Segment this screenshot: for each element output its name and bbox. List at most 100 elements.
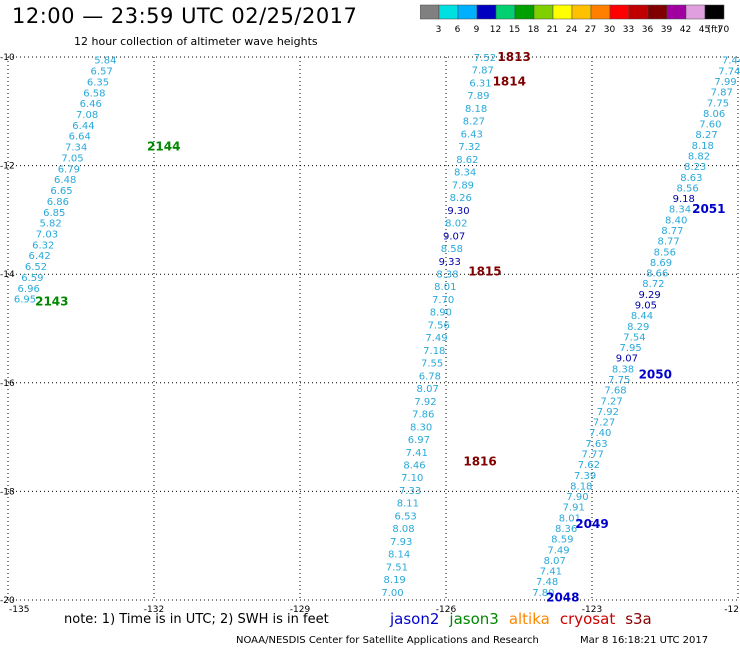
wave-height-value: 7.77	[582, 449, 604, 460]
wave-height-value: 5.84	[94, 56, 116, 67]
wave-height-value: 8.29	[627, 322, 649, 333]
wave-height-value: 6.85	[43, 208, 65, 219]
wave-height-value: 6.46	[80, 99, 102, 110]
wave-height-value: 7.00	[381, 588, 403, 599]
wave-height-value: 9.29	[638, 290, 660, 301]
wave-height-value: 7.63	[585, 439, 607, 450]
x-tick-label: -123	[582, 605, 602, 615]
wave-height-value: 7.93	[390, 537, 412, 548]
wave-height-value: 7.74	[718, 66, 740, 77]
y-tick-label: -18	[0, 487, 15, 497]
wave-height-value: 7.05	[61, 153, 83, 164]
wave-height-value: 7.52	[474, 53, 496, 64]
satellite-name: jason2	[390, 610, 440, 628]
wave-height-value: 7.08	[76, 110, 98, 121]
wave-height-value: 7.80	[532, 588, 554, 599]
wave-height-value: 8.06	[703, 109, 725, 120]
wave-height-value: 8.38	[612, 364, 634, 375]
wave-height-value: 6.95	[14, 295, 36, 306]
wave-height-value: 6.96	[18, 284, 40, 295]
y-tick-label: -14	[0, 270, 15, 280]
y-tick-label: -12	[0, 162, 15, 172]
wave-height-value: 8.34	[454, 168, 476, 179]
wave-height-value: 7.41	[540, 567, 562, 578]
wave-height-value: 9.30	[447, 206, 469, 217]
wave-height-value: 8.58	[441, 244, 463, 255]
wave-height-value: 7.68	[604, 386, 626, 397]
colorbar-tick-label: 45	[699, 25, 710, 35]
wave-height-value: 7.90	[566, 492, 588, 503]
x-tick-label: -132	[144, 605, 164, 615]
wave-height-value: 8.77	[661, 226, 683, 237]
wave-height-value: 9.07	[443, 231, 465, 242]
wave-height-value: 7.99	[714, 77, 736, 88]
wave-height-value: 7.55	[421, 359, 443, 370]
wave-height-value: 7.91	[563, 503, 585, 514]
colorbar-tick-label: 6	[455, 25, 461, 35]
wave-height-value: 7.51	[386, 562, 408, 573]
wave-height-value: 7.87	[711, 88, 733, 99]
wave-height-value: 9.18	[673, 194, 695, 205]
wave-height-value: 8.63	[680, 173, 702, 184]
wave-height-value: 9.07	[616, 354, 638, 365]
colorbar-tick-label: 39	[661, 25, 673, 35]
wave-height-value: 7.56	[428, 320, 450, 331]
wave-height-value: 7.44	[722, 56, 740, 67]
colorbar-tick-label: 36	[642, 25, 654, 35]
wave-height-value: 7.34	[65, 143, 87, 154]
wave-height-value: 7.54	[623, 332, 645, 343]
wave-height-value: 7.03	[36, 229, 58, 240]
satellite-legend: jason2 jason3 altika cryosat s3a	[390, 610, 662, 628]
wave-height-value: 7.62	[578, 460, 600, 471]
satellite-name: s3a	[625, 610, 652, 628]
colorbar-tick-label: 15	[509, 25, 520, 35]
wave-height-value: 8.59	[551, 535, 573, 546]
wave-height-value: 8.46	[403, 461, 425, 472]
footnote: note: 1) Time is in UTC; 2) SWH is in fe…	[64, 612, 329, 627]
pass-label: 2049	[575, 517, 608, 531]
wave-height-value: 8.02	[445, 219, 467, 230]
wave-height-value: 7.75	[608, 375, 630, 386]
wave-height-value: 6.59	[21, 273, 43, 284]
wave-height-value: 7.86	[412, 410, 434, 421]
colorbar-tick-label: 9	[474, 25, 480, 35]
colorbar-tick-label: 3	[436, 25, 442, 35]
wave-height-value: 7.41	[406, 448, 428, 459]
y-tick-label: -10	[0, 53, 15, 63]
colorbar-unit: (ft)	[707, 25, 721, 35]
wave-height-value: 8.66	[646, 269, 668, 280]
colorbar-tick-label: 42	[680, 25, 691, 35]
wave-height-value: 7.27	[601, 396, 623, 407]
pass-label: 2048	[546, 590, 579, 604]
wave-height-value: 6.48	[54, 175, 76, 186]
wave-height-value: 8.19	[384, 575, 406, 586]
wave-height-value: 8.27	[463, 117, 485, 128]
wave-height-value: 7.87	[472, 66, 494, 77]
wave-height-value: 7.95	[620, 343, 642, 354]
wave-height-value: 7.49	[425, 333, 447, 344]
wave-height-value: 8.18	[570, 481, 592, 492]
pass-label: 2051	[692, 202, 725, 216]
x-tick-label: -126	[436, 605, 457, 615]
wave-height-value: 7.70	[432, 295, 454, 306]
wave-height-value: 6.64	[69, 132, 91, 143]
wave-height-value: 8.36	[555, 524, 577, 535]
wave-height-value: 8.14	[388, 550, 410, 561]
wave-height-value: 7.27	[593, 418, 615, 429]
wave-height-value: 7.89	[467, 91, 489, 102]
wave-height-value: 8.56	[654, 247, 676, 258]
wave-height-value: 8.01	[434, 282, 456, 293]
colorbar-legend: 3 6 9 12 15 18 21 24 27 30 33 36 39 42 45 70(ft)	[420, 4, 729, 35]
wave-height-value: 8.07	[544, 556, 566, 567]
wave-height-value: 6.53	[395, 511, 417, 522]
satellite-name: cryosat	[559, 610, 616, 628]
wave-height-value: 6.86	[47, 197, 69, 208]
wave-height-value: 6.35	[87, 77, 109, 88]
wave-height-value: 8.69	[650, 258, 672, 269]
credit-line: NOAA/NESDIS Center for Satellite Applica…	[236, 635, 539, 646]
wave-height-value: 8.11	[397, 499, 419, 510]
satellite-name: altika	[508, 610, 550, 628]
chart-subtitle: 12 hour collection of altimeter wave hei…	[74, 35, 318, 48]
wave-height-value: 9.33	[439, 257, 461, 268]
wave-height-value: 8.34	[669, 205, 691, 216]
